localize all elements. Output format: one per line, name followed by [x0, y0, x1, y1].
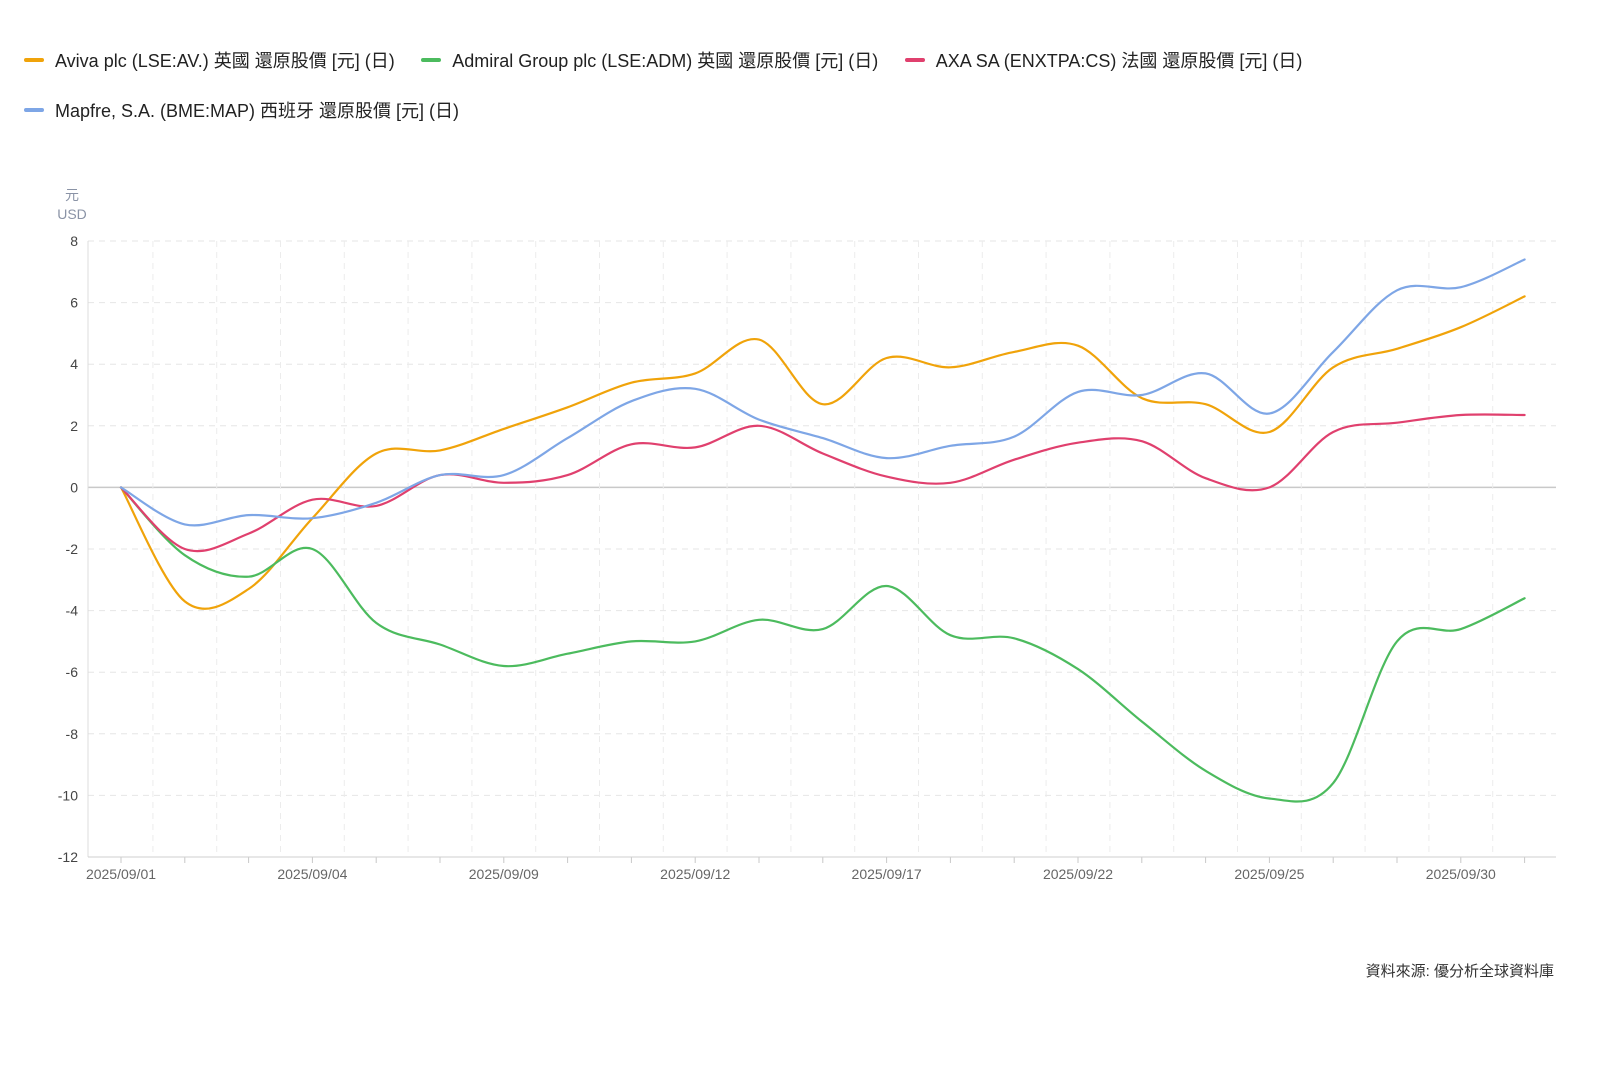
legend-swatch — [24, 58, 44, 62]
x-tick-label: 2025/09/01 — [86, 866, 156, 882]
legend-swatch — [421, 58, 442, 62]
y-tick-label: 6 — [70, 295, 78, 311]
y-tick-label: 2 — [70, 418, 78, 434]
x-tick-label: 2025/09/22 — [1043, 866, 1113, 882]
y-tick-label: 4 — [70, 356, 78, 372]
y-axis-unit: 元 USD — [50, 186, 94, 224]
x-tick-label: 2025/09/09 — [469, 866, 539, 882]
x-tick-label: 2025/09/17 — [852, 866, 922, 882]
legend-item-aviva[interactable]: Aviva plc (LSE:AV.) 英國 還原股價 [元] (日) — [24, 46, 395, 74]
y-tick-label: 0 — [70, 479, 78, 495]
legend-label: Aviva plc (LSE:AV.) 英國 還原股價 [元] (日) — [55, 51, 395, 71]
legend-label: Admiral Group plc (LSE:ADM) 英國 還原股價 [元] … — [452, 51, 879, 71]
y-axis-unit-top: 元 — [65, 187, 79, 203]
legend-swatch — [24, 108, 44, 112]
x-tick-label: 2025/09/30 — [1426, 866, 1496, 882]
series-line-axa — [119, 413, 1526, 553]
y-tick-label: -4 — [66, 603, 79, 619]
y-tick-label: -12 — [58, 849, 78, 865]
x-tick-label: 2025/09/12 — [660, 866, 730, 882]
x-tick-label: 2025/09/25 — [1234, 866, 1304, 882]
series-line-mapfre — [119, 258, 1526, 527]
x-tick-label: 2025/09/04 — [277, 866, 347, 882]
chart-legend: Aviva plc (LSE:AV.) 英國 還原股價 [元] (日) Admi… — [24, 46, 1564, 146]
legend-item-admiral[interactable]: Admiral Group plc (LSE:ADM) 英國 還原股價 [元] … — [421, 46, 878, 74]
series-line-aviva — [119, 295, 1526, 610]
series-line-admiral — [119, 486, 1526, 803]
data-source-note: 資料來源: 優分析全球資料庫 — [1365, 963, 1554, 980]
y-tick-label: -2 — [66, 541, 79, 557]
legend-item-mapfre[interactable]: Mapfre, S.A. (BME:MAP) 西班牙 還原股價 [元] (日) — [24, 96, 459, 124]
y-tick-label: -8 — [66, 726, 79, 742]
legend-item-axa[interactable]: AXA SA (ENXTPA:CS) 法國 還原股價 [元] (日) — [904, 46, 1303, 74]
y-axis-unit-bottom: USD — [57, 206, 87, 222]
legend-label: Mapfre, S.A. (BME:MAP) 西班牙 還原股價 [元] (日) — [55, 101, 460, 121]
legend-label: AXA SA (ENXTPA:CS) 法國 還原股價 [元] (日) — [935, 51, 1303, 71]
legend-swatch — [904, 58, 925, 62]
y-tick-label: -10 — [58, 787, 78, 803]
y-tick-label: -6 — [66, 664, 79, 680]
y-tick-label: 8 — [70, 233, 78, 249]
